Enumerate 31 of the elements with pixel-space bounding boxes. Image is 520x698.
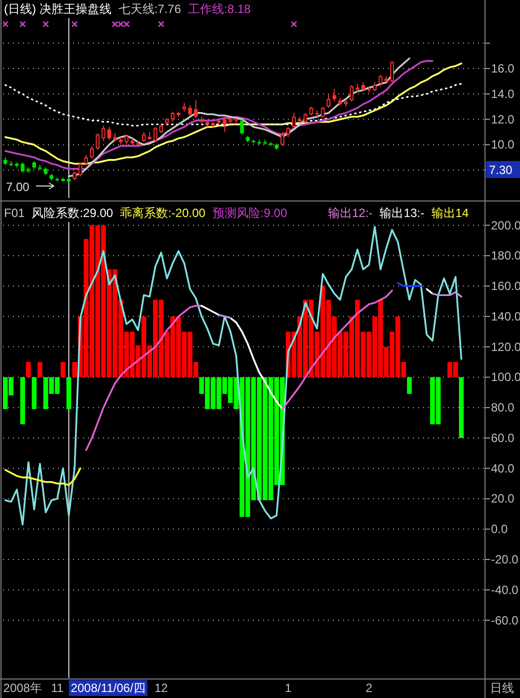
annotation: 输出14 (431, 206, 470, 220)
y-tick-label: 0.0 (491, 522, 508, 536)
annotation: 七天线:7.76 (118, 2, 182, 16)
x-tick-label: 2 (366, 681, 373, 695)
text: 2008/11/06/四 (70, 681, 146, 695)
x-tick-label: 2008年 (3, 681, 42, 695)
y-tick-label: 60.0 (491, 430, 515, 445)
text: 7.30 (489, 163, 513, 177)
annotation: 工作线:8.18 (188, 2, 252, 16)
y-tick-label: 10.0 (491, 138, 515, 152)
x-tick-label: 1 (284, 681, 292, 695)
y-tick-label: -20.0 (491, 552, 519, 566)
x-tick-label: 12 (154, 681, 168, 695)
x-tick-label: 11 (51, 681, 64, 695)
annotation: 乖离系数:-20.00 (120, 206, 206, 220)
annotation: F01 (4, 206, 26, 220)
annotation: 风险系数:29.00 (32, 206, 114, 220)
annotation: 预测风险:9.00 (212, 206, 288, 220)
y-tick-label: -40.0 (491, 582, 519, 597)
annotation: 7.00 (6, 180, 30, 194)
y-tick-label: 14.0 (491, 86, 515, 101)
annotation: 输出12:- (328, 206, 373, 220)
annotation: 输出13:- (380, 206, 424, 220)
x-axis-title: 日线 (490, 681, 514, 695)
y-tick-label: 80.0 (491, 400, 515, 415)
chart-title: (日线) 决胜王操盘线 (4, 2, 112, 16)
y-tick-label: 40.0 (491, 461, 515, 476)
y-tick-label: 16.0 (491, 62, 515, 76)
y-tick-label: 20.0 (491, 492, 515, 506)
y-tick-label: 12.0 (491, 112, 515, 126)
y-tick-label: -60.0 (491, 613, 519, 628)
